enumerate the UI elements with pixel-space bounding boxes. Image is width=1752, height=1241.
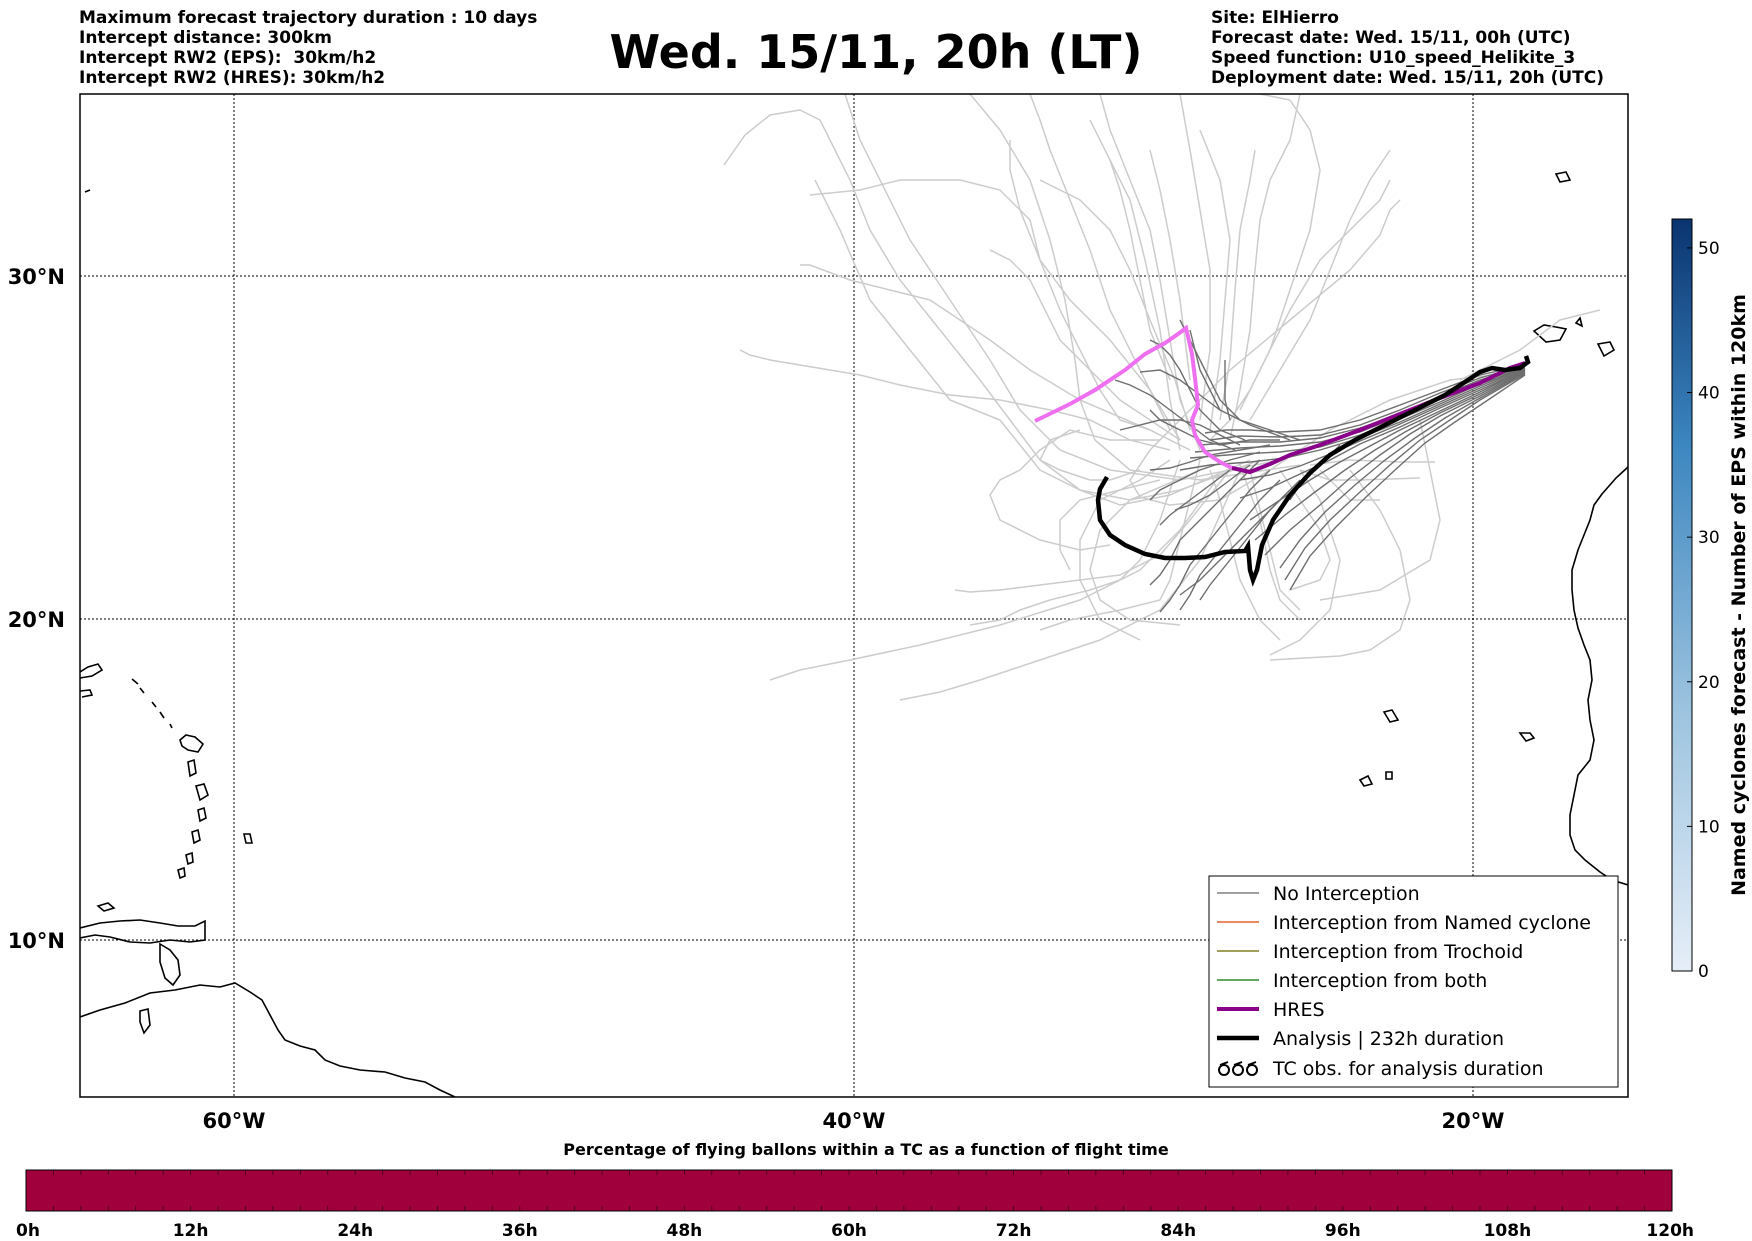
flight-time-tick-label: 120h: [1646, 1221, 1694, 1241]
deployment-date-line: Deployment date: Wed. 15/11, 20h (UTC): [1211, 68, 1605, 88]
island-coast: [1532, 324, 1568, 343]
legend-label-both: Interception from both: [1273, 970, 1487, 992]
island-coast: [243, 833, 253, 844]
colorbar-tick-label: 0: [1698, 962, 1709, 982]
intercept-hres-line: Intercept RW2 (HRES): 30km/h2: [79, 68, 386, 88]
flight-time-tick-label: 108h: [1484, 1221, 1532, 1241]
lon-label-20w: 20°W: [1442, 1109, 1505, 1133]
colorbar-title: Named cyclones forecast - Number of EPS …: [1728, 294, 1750, 896]
island-coast: [195, 783, 209, 802]
legend: No Interception Interception from Named …: [1208, 875, 1619, 1088]
flight-time-bar: Percentage of flying ballons within a TC…: [16, 1140, 1694, 1241]
legend-label-hres: HRES: [1273, 999, 1325, 1021]
coastlines: [80, 171, 1628, 1097]
forecast-date-line: Forecast date: Wed. 15/11, 00h (UTC): [1211, 28, 1571, 48]
island-coast: [177, 866, 186, 880]
flight-time-tick-label: 72h: [996, 1221, 1032, 1241]
flight-time-tick-label: 96h: [1325, 1221, 1361, 1241]
legend-label-named-cyclone: Interception from Named cyclone: [1273, 912, 1591, 934]
page-title: Wed. 15/11, 20h (LT): [609, 25, 1143, 79]
island-coast: [1596, 341, 1616, 358]
island-coast: [1382, 709, 1400, 723]
island-coast: [80, 663, 104, 679]
site-info: Site: ElHierro Forecast date: Wed. 15/11…: [1211, 8, 1604, 88]
map-frame: [79, 93, 1629, 1098]
colorbar-tick-label: 10: [1698, 817, 1720, 837]
legend-label-trochoid: Interception from Trochoid: [1273, 941, 1523, 963]
south-america-coast: [80, 982, 456, 1097]
analysis-track: [1095, 355, 1531, 587]
colorbar-tick-label: 20: [1698, 673, 1720, 693]
colorbar-ticks: 0 10 20 30 40 50: [1687, 239, 1720, 982]
intercept-distance-line: Intercept distance: 300km: [79, 28, 332, 48]
island-chain-coast: [131, 678, 173, 729]
lat-label-20n: 20°N: [8, 608, 65, 632]
intercept-eps-line: Intercept RW2 (EPS): 30km/h2: [79, 48, 377, 68]
colorbar-tick-label: 50: [1698, 239, 1720, 259]
legend-box: [1208, 875, 1619, 1088]
hres-track-early: [1034, 324, 1233, 470]
colorbar-gradient: [1671, 218, 1693, 972]
island-coast: [179, 734, 205, 753]
lat-label-10n: 10°N: [8, 929, 65, 953]
flight-time-tick-label: 0h: [16, 1221, 40, 1241]
flight-time-tick-label: 36h: [502, 1221, 538, 1241]
africa-coast: [1569, 466, 1628, 886]
lon-labels: 60°W 40°W 20°W: [203, 1109, 1505, 1133]
eps-trajectories-far: [723, 94, 1601, 701]
lon-label-40w: 40°W: [823, 1109, 886, 1133]
speed-function-line: Speed function: U10_speed_Helikite_3: [1211, 48, 1576, 68]
island-coast: [96, 902, 116, 912]
island-coast: [84, 189, 91, 193]
island-coast: [1358, 774, 1374, 787]
flight-time-tick-label: 60h: [831, 1221, 867, 1241]
site-line: Site: ElHierro: [1211, 8, 1339, 28]
flight-time-tick-label: 48h: [667, 1221, 703, 1241]
flight-time-bar-fill: [25, 1169, 1673, 1212]
hispaniola-coast: [80, 919, 206, 944]
flight-time-tick-label: 12h: [173, 1221, 209, 1241]
lat-labels: 30°N 20°N 10°N: [8, 265, 65, 953]
flight-time-tick-label: 24h: [337, 1221, 373, 1241]
island-coast: [139, 1008, 151, 1035]
colorbar: 0 10 20 30 40 50 Named cyclones forecast - Nu…: [1671, 218, 1750, 982]
cyclone-symbols-icon: [1218, 1061, 1258, 1076]
main-tracks: [1034, 324, 1531, 587]
flight-time-bar-title: Percentage of flying ballons within a TC…: [563, 1140, 1169, 1159]
island-coast: [1385, 771, 1393, 780]
flight-time-bar-ticks: 0h 12h 24h 36h 48h 60h 72h 84h 96h 108h 120h: [16, 1170, 1694, 1241]
island-coast: [1518, 732, 1536, 742]
island-coast: [191, 828, 201, 845]
flight-time-tick-label: 84h: [1160, 1221, 1196, 1241]
legend-label-no-interception: No Interception: [1273, 883, 1420, 905]
legend-label-tc-obs: TC obs. for analysis duration: [1272, 1058, 1544, 1080]
lon-label-60w: 60°W: [203, 1109, 266, 1133]
island-coast: [187, 758, 197, 778]
colorbar-tick-label: 30: [1698, 528, 1720, 548]
island-coast: [197, 806, 207, 823]
colorbar-tick-label: 40: [1698, 384, 1720, 404]
island-coast: [185, 851, 194, 866]
island-coast: [159, 942, 181, 987]
legend-label-analysis: Analysis | 232h duration: [1273, 1028, 1504, 1050]
island-coast: [1554, 171, 1572, 183]
island-coast: [80, 689, 94, 698]
hres-track: [1231, 361, 1526, 475]
lat-label-30n: 30°N: [8, 265, 65, 289]
max-duration-line: Maximum forecast trajectory duration : 1…: [79, 8, 538, 28]
island-coast: [1574, 316, 1584, 328]
forecast-parameters: Maximum forecast trajectory duration : 1…: [79, 8, 537, 88]
